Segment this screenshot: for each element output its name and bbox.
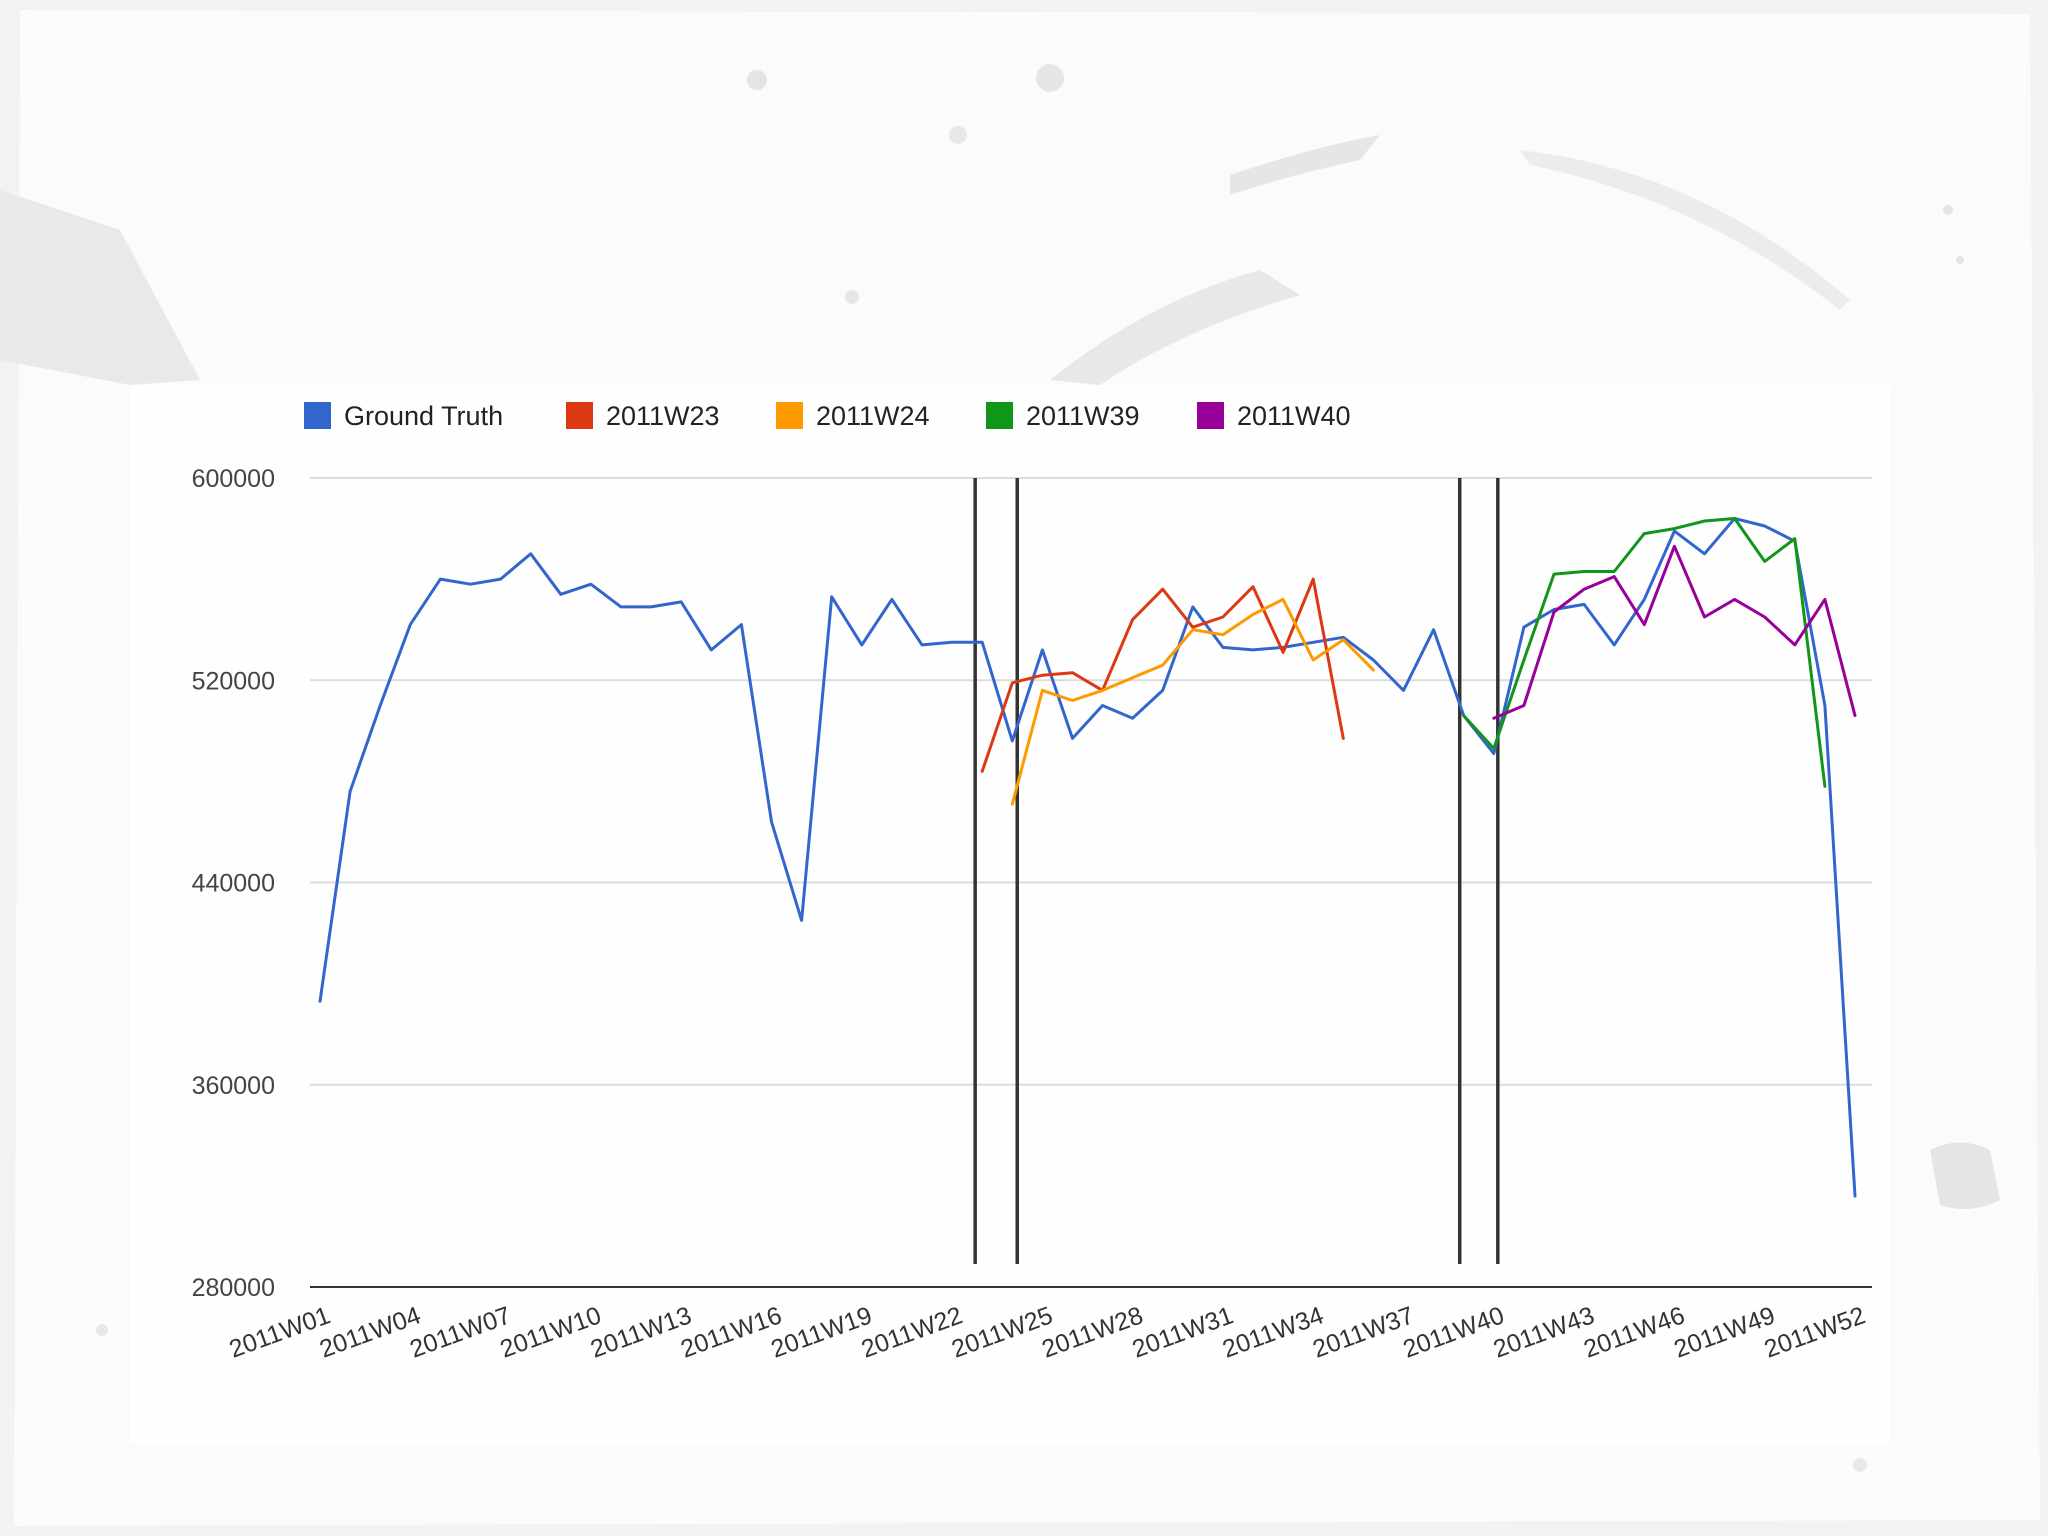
- series-line: [1010, 597, 1375, 806]
- y-tick-label: 520000: [192, 667, 275, 695]
- legend-label: Ground Truth: [344, 401, 503, 431]
- y-tick-label: 440000: [192, 870, 275, 898]
- plot-panel: [130, 385, 1890, 1445]
- series-line: [980, 577, 1345, 773]
- series-group: [1462, 517, 1827, 788]
- legend-label: 2011W40: [1237, 401, 1351, 431]
- legend-label: 2011W24: [816, 401, 930, 431]
- series-group: [980, 577, 1345, 773]
- series-group: [1010, 597, 1375, 806]
- series-line: [318, 517, 1857, 1198]
- legend-swatch: [1197, 402, 1224, 429]
- legend-swatch: [986, 402, 1013, 429]
- y-tick-label: 360000: [192, 1072, 275, 1100]
- series-line: [1492, 544, 1857, 720]
- series-group: [1492, 544, 1857, 720]
- legend-label: 2011W23: [606, 401, 720, 431]
- y-tick-label: 600000: [192, 465, 275, 493]
- legend-label: 2011W39: [1026, 401, 1140, 431]
- legend-swatch: [776, 402, 803, 429]
- legend-swatch: [566, 402, 593, 429]
- series-line: [1462, 517, 1827, 788]
- y-tick-label: 280000: [192, 1274, 275, 1302]
- legend-swatch: [304, 402, 331, 429]
